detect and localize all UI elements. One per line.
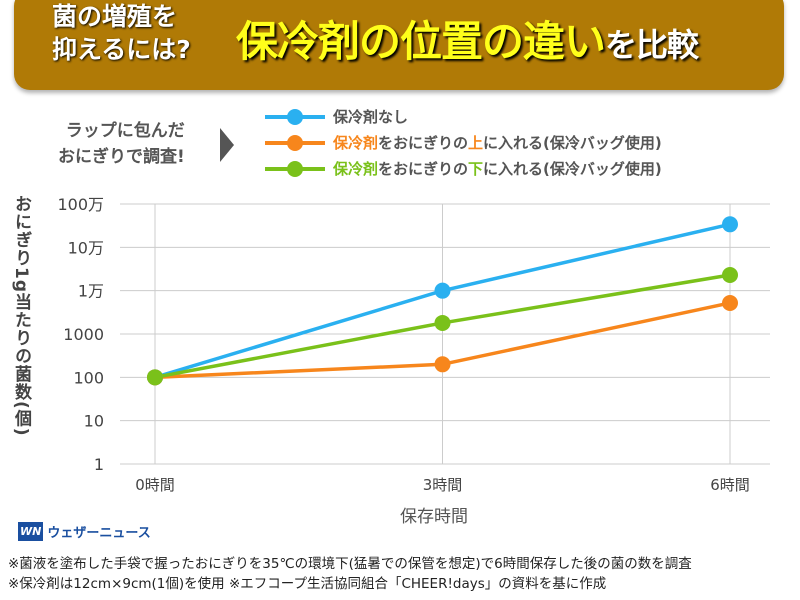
footnote: ※保冷剤は12cm×9cm(1個)を使用 ※エフコープ生活協同組合「CHEER!… [8,576,607,592]
x-tick-label: 6時間 [710,476,750,494]
y-tick-label: 10万 [68,238,104,257]
y-tick-label: 100 [73,368,104,387]
y-tick-label: 10 [84,412,104,431]
x-tick-label: 3時間 [423,476,463,494]
legend-item: 保冷剤をおにぎりの下に入れる(保冷バッグ使用) [265,158,662,179]
subtitle-line1: 菌の増殖を [52,2,178,31]
y-tick-label: 1 [94,455,104,474]
data-point [722,216,738,233]
legend-label: 保冷剤をおにぎりの下に入れる(保冷バッグ使用) [333,160,662,178]
footnotes: ※菌液を塗布した手袋で握ったおにぎりを35℃の環境下(猛暑での保管を想定)で6時… [8,554,692,594]
y-tick-label: 100万 [57,195,104,214]
data-point [434,356,451,373]
logo-text: ウェザーニュース [47,526,151,541]
legend-swatch [265,134,325,151]
note-line2: おにぎりで調査! [58,147,185,167]
subtitle-line2: 抑えるには? [52,35,191,64]
subtitle: 菌の増殖を抑えるには? [52,0,191,66]
data-point [722,294,738,311]
arrow-right-icon [220,128,234,162]
legend-item: 保冷剤をおにぎりの上に入れる(保冷バッグ使用) [265,132,662,153]
footnote: ※菌液を塗布した手袋で握ったおにぎりを35℃の環境下(猛暑での保管を想定)で6時… [8,556,692,572]
study-note: ラップに包んだおにぎりで調査! [58,118,185,170]
y-tick-label: 1000 [63,325,104,344]
data-point [147,369,163,386]
x-tick-label: 0時間 [135,476,175,494]
data-point [434,314,451,331]
data-point [434,282,451,299]
logo-mark: WN [18,522,44,541]
main-title: 保冷剤の位置の違いを比較 [236,8,699,69]
title-banner: 菌の増殖を抑えるには? 保冷剤の位置の違いを比較 [14,0,784,90]
x-axis-label: 保存時間 [400,507,468,527]
legend-swatch [265,108,325,125]
title-tail: を比較 [605,26,699,64]
y-axis-label: おにぎり1g当たりの菌数(個) [11,195,31,437]
weathernews-logo: WN ウェザーニュース [18,522,151,541]
data-point [722,266,738,283]
note-line1: ラップに包んだ [65,121,185,141]
legend-swatch [265,160,325,177]
legend-item: 保冷剤なし [265,106,408,127]
legend-label: 保冷剤なし [333,108,409,126]
legend-label: 保冷剤をおにぎりの上に入れる(保冷バッグ使用) [333,134,662,152]
y-tick-label: 1万 [78,282,104,301]
title-main: 保冷剤の位置の違い [236,17,606,66]
